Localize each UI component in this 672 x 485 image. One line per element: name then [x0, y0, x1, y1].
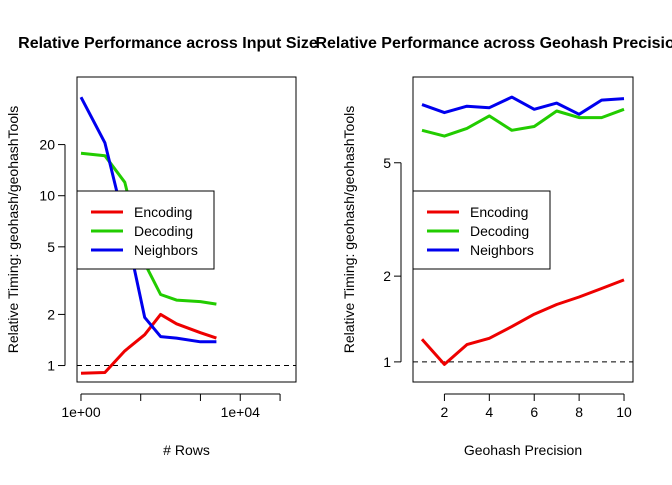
legend-label: Decoding — [470, 223, 529, 239]
legend-label: Encoding — [134, 204, 192, 220]
legend-label: Neighbors — [470, 242, 534, 258]
chart-title: Relative Performance across Input Size — [18, 35, 318, 52]
y-axis-label: Relative Timing: geohash/geohashTools — [341, 106, 357, 354]
panel-1: Relative Performance across Input Size 1e… — [5, 35, 318, 458]
y-tick-label: 10 — [39, 188, 55, 204]
x-axis-label: # Rows — [163, 442, 210, 458]
series-line-encoding — [420, 278, 625, 366]
x-tick-label: 1e+04 — [221, 404, 261, 420]
x-tick-label: 2 — [441, 404, 449, 420]
y-tick-label: 2 — [47, 306, 55, 322]
y-tick-label: 5 — [383, 155, 391, 171]
legend: Encoding Decoding Neighbors — [412, 190, 551, 270]
y-tick-label: 5 — [47, 239, 55, 255]
x-tick-label: 8 — [575, 404, 583, 420]
x-tick-label: 6 — [530, 404, 538, 420]
legend-label: Decoding — [134, 223, 193, 239]
legend: Encoding Decoding Neighbors — [76, 190, 215, 270]
series-line-decoding — [421, 107, 625, 138]
panel-2: Relative Performance across Geohash Prec… — [315, 35, 672, 458]
y-tick-label: 1 — [383, 354, 391, 370]
x-axis-label: Geohash Precision — [464, 442, 582, 458]
x-tick-label: 4 — [485, 404, 493, 420]
series-line-encoding — [80, 312, 217, 375]
series-line-neighbors — [421, 95, 625, 116]
legend-label: Neighbors — [134, 242, 198, 258]
y-tick-label: 20 — [39, 137, 55, 153]
y-axis-label: Relative Timing: geohash/geohashTools — [5, 106, 21, 354]
y-tick-label: 1 — [47, 358, 55, 374]
series-line-neighbors — [79, 96, 217, 344]
legend-label: Encoding — [470, 204, 528, 220]
x-tick-label: 10 — [616, 404, 632, 420]
y-tick-label: 2 — [383, 268, 391, 284]
chart-title: Relative Performance across Geohash Prec… — [315, 35, 672, 52]
x-tick-label: 1e+00 — [61, 404, 101, 420]
